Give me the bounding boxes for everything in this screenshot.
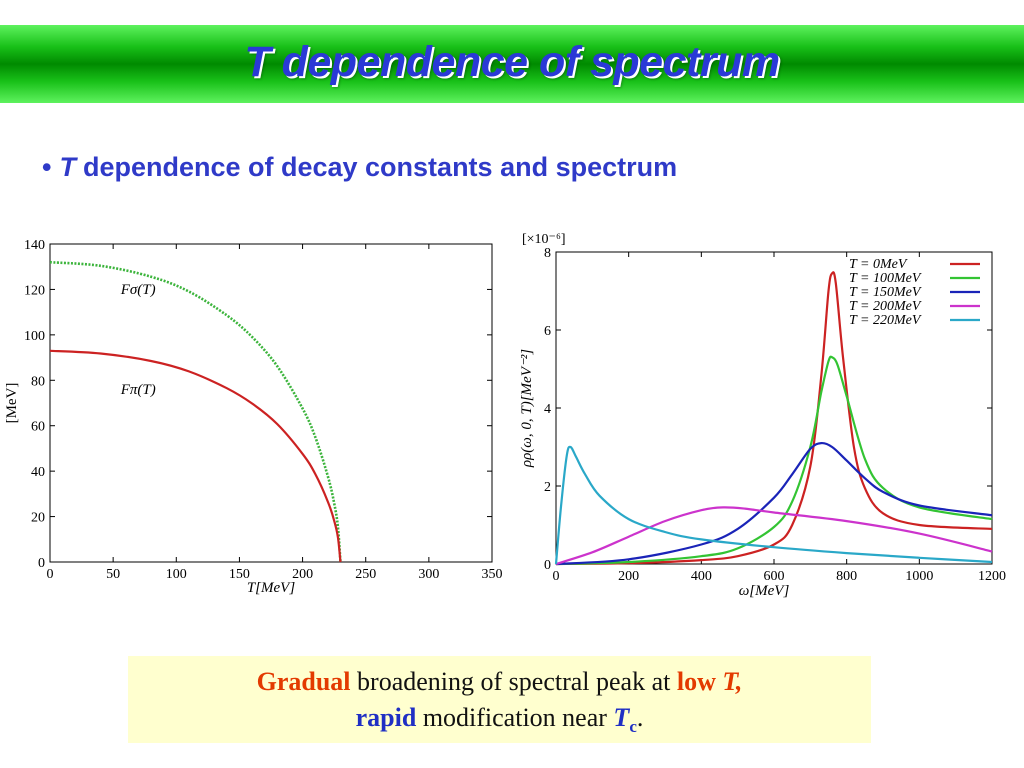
x-tick-label: 0	[47, 567, 54, 582]
x-tick-label: 800	[836, 569, 857, 584]
caption-emph-low: low	[676, 667, 716, 696]
x-axis-label: T[MeV]	[247, 580, 295, 596]
x-tick-label: 1200	[978, 569, 1006, 584]
y-tick-label: 80	[31, 374, 45, 389]
legend-label: T = 100MeV	[849, 271, 922, 286]
caption-box: Gradual broadening of spectral peak at l…	[128, 656, 871, 743]
series-line	[49, 349, 342, 563]
x-tick-label: 200	[292, 567, 313, 582]
x-tick-label: 100	[166, 567, 187, 582]
title-banner: T dependence of spectrum	[0, 25, 1024, 103]
y-tick-label: 100	[24, 329, 45, 344]
caption-var-t: T,	[722, 667, 743, 696]
x-tick-label: 250	[355, 567, 376, 582]
caption-var-tc: T	[613, 703, 630, 732]
y-tick-label: 20	[31, 511, 45, 526]
caption-line-1: Gradual broadening of spectral peak at l…	[128, 667, 871, 697]
x-axis-label: ω[MeV]	[739, 583, 790, 599]
series-line	[554, 445, 993, 565]
y-tick-label: 0	[544, 558, 551, 573]
series-line	[49, 260, 342, 563]
series-line	[555, 441, 993, 566]
x-tick-label: 150	[229, 567, 250, 582]
annotation-f-pi: Fπ(T)	[120, 382, 156, 398]
y-tick-label: 8	[544, 246, 551, 261]
plot-frame-left	[49, 243, 493, 563]
bullet-text: dependence of decay constants and spectr…	[82, 152, 678, 182]
x-tick-label: 50	[106, 567, 120, 582]
x-tick-label: 600	[764, 569, 785, 584]
y-tick-label: 120	[24, 283, 45, 298]
bullet-marker: •	[42, 152, 52, 182]
slide-title: T dependence of spectrum	[244, 38, 780, 86]
caption-sub-c: c	[629, 717, 637, 737]
x-tick-label: 400	[691, 569, 712, 584]
caption-line-2: rapid modification near Tc.	[128, 703, 871, 737]
y-tick-label: 4	[544, 402, 551, 417]
bullet-italic-var: T	[59, 152, 76, 182]
y-tick-label: 140	[24, 238, 45, 253]
x-tick-label: 350	[482, 567, 503, 582]
series-line	[555, 355, 993, 566]
plot-frame-right	[555, 251, 993, 565]
y-tick-label: 60	[31, 420, 45, 435]
series-line	[555, 506, 993, 566]
caption-period: .	[636, 703, 644, 732]
caption-emph-rapid: rapid	[355, 703, 417, 732]
x-tick-label: 300	[418, 567, 439, 582]
y-tick-label: 2	[544, 480, 551, 495]
y-axis-label: ρρ(ω, 0, T)[MeV⁻²]	[519, 349, 535, 468]
caption-text-2: modification near	[422, 703, 607, 732]
y-tick-label: 6	[544, 324, 551, 339]
x-tick-label: 0	[553, 569, 560, 584]
series-line	[555, 271, 993, 566]
y-axis-label: [MeV]	[4, 383, 20, 424]
caption-emph-gradual: Gradual	[256, 667, 351, 696]
annotation-f-sigma: Fσ(T)	[120, 282, 156, 298]
legend-label: T = 150MeV	[849, 285, 922, 300]
x-tick-label: 1000	[905, 569, 933, 584]
x-tick-label: 200	[618, 569, 639, 584]
caption-text-1: broadening of spectral peak at	[357, 667, 671, 696]
y-scale-factor: [×10⁻⁶]	[522, 232, 566, 247]
y-tick-label: 40	[31, 465, 45, 480]
legend-label: T = 200MeV	[849, 299, 922, 314]
legend-label: T = 0MeV	[849, 257, 908, 272]
legend-label: T = 220MeV	[849, 313, 922, 328]
y-tick-label: 0	[38, 556, 45, 571]
